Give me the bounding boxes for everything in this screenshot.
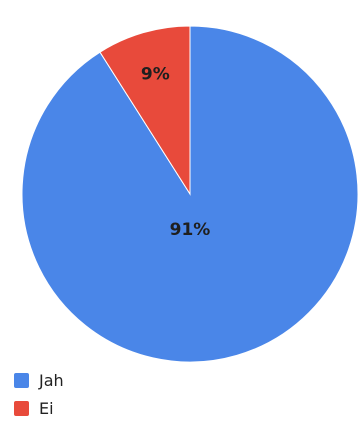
pie-slice-labels: 91% 9% [141,65,210,240]
legend-item-ei[interactable]: Ei [14,394,64,422]
legend-label-jah: Jah [39,370,64,390]
legend-swatch-ei [14,400,29,416]
pie-slices [21,25,358,363]
legend-label-ei: Ei [39,398,54,418]
pie-slice-label-jah: 91% [170,220,211,240]
legend-swatch-jah [14,372,29,388]
legend-item-jah[interactable]: Jah [14,366,64,394]
pie-slice-ei[interactable] [99,25,191,196]
pie-slice-label-ei: 9% [141,65,170,85]
chart-legend: Jah Ei [14,366,64,422]
